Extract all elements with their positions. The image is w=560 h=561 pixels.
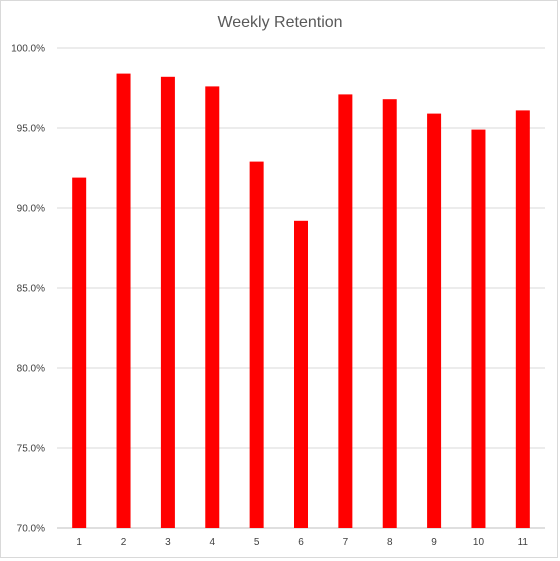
bar-week-4 [205, 86, 220, 529]
y-tick-label: 100.0% [11, 44, 45, 55]
bar-week-10 [471, 129, 486, 528]
bar-week-8 [382, 99, 397, 528]
x-tick-label: 7 [343, 537, 349, 548]
y-tick-label: 95.0% [17, 124, 45, 135]
x-tick-label: 1 [76, 537, 82, 548]
y-tick-label: 75.0% [17, 444, 45, 455]
bar-week-7 [338, 94, 353, 529]
y-tick-label: 80.0% [17, 364, 45, 375]
bar-week-11 [515, 110, 530, 529]
bar-week-1 [72, 177, 87, 528]
bar-week-3 [160, 76, 175, 529]
x-axis-tick-labels: 1 2 3 4 5 6 7 8 9 10 11 [76, 537, 528, 548]
bar-week-5 [249, 161, 264, 528]
x-tick-label: 5 [254, 537, 260, 548]
y-tick-label: 90.0% [17, 204, 45, 215]
x-tick-label: 10 [473, 537, 485, 548]
bars [72, 73, 530, 529]
bar-week-2 [116, 73, 131, 528]
x-tick-label: 11 [518, 537, 529, 548]
y-tick-label: 70.0% [17, 524, 45, 535]
x-tick-label: 6 [298, 537, 304, 548]
x-tick-label: 2 [121, 537, 127, 548]
bar-week-6 [294, 220, 308, 529]
chart-title: Weekly Retention [217, 14, 342, 31]
y-tick-label: 85.0% [17, 284, 45, 295]
x-tick-label: 9 [431, 537, 437, 548]
y-axis-tick-labels: 70.0% 75.0% 80.0% 85.0% 90.0% 95.0% 100.0% [11, 44, 45, 535]
x-tick-label: 3 [165, 537, 171, 548]
bar-week-9 [427, 113, 442, 528]
x-tick-label: 8 [387, 537, 393, 548]
x-tick-label: 4 [209, 537, 215, 548]
